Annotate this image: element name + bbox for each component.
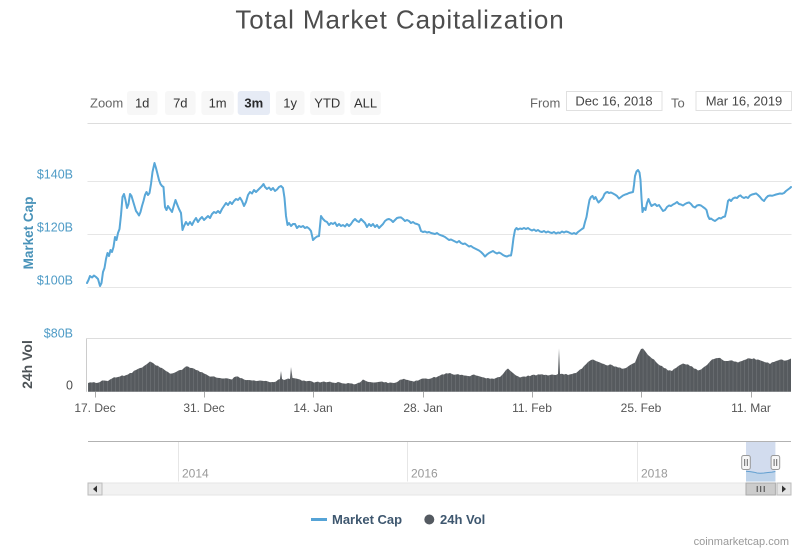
- svg-text:31. Dec: 31. Dec: [183, 401, 224, 415]
- svg-text:24h Vol: 24h Vol: [440, 512, 485, 527]
- svg-text:coinmarketcap.com: coinmarketcap.com: [694, 536, 789, 548]
- svg-text:11. Feb: 11. Feb: [512, 401, 552, 415]
- svg-text:$100B: $100B: [37, 274, 73, 288]
- svg-text:3m: 3m: [244, 96, 263, 111]
- svg-text:Market Cap: Market Cap: [21, 197, 36, 270]
- svg-text:2014: 2014: [182, 467, 209, 481]
- svg-text:To: To: [671, 96, 685, 111]
- svg-text:24h Vol: 24h Vol: [19, 340, 35, 389]
- svg-text:Zoom: Zoom: [90, 96, 123, 111]
- svg-text:25. Feb: 25. Feb: [621, 401, 662, 415]
- svg-text:$80B: $80B: [44, 327, 73, 341]
- svg-text:1d: 1d: [135, 96, 149, 111]
- svg-text:1y: 1y: [283, 96, 297, 111]
- svg-text:14. Jan: 14. Jan: [293, 401, 332, 415]
- svg-text:28. Jan: 28. Jan: [403, 401, 442, 415]
- svg-text:2016: 2016: [411, 467, 438, 481]
- svg-text:7d: 7d: [173, 96, 187, 111]
- svg-text:11. Mar: 11. Mar: [731, 401, 771, 415]
- svg-text:Mar 16, 2019: Mar 16, 2019: [706, 94, 783, 109]
- svg-text:0: 0: [66, 379, 73, 393]
- svg-text:1m: 1m: [209, 96, 227, 111]
- svg-text:From: From: [530, 96, 560, 111]
- svg-text:YTD: YTD: [314, 96, 340, 111]
- svg-text:Dec 16, 2018: Dec 16, 2018: [575, 94, 652, 109]
- svg-text:Total Market Capitalization: Total Market Capitalization: [235, 5, 564, 35]
- svg-text:17. Dec: 17. Dec: [74, 401, 115, 415]
- svg-text:$140B: $140B: [37, 168, 73, 182]
- svg-text:Market Cap: Market Cap: [332, 512, 402, 527]
- svg-text:2018: 2018: [641, 467, 668, 481]
- svg-text:ALL: ALL: [354, 96, 377, 111]
- svg-text:$120B: $120B: [37, 221, 73, 235]
